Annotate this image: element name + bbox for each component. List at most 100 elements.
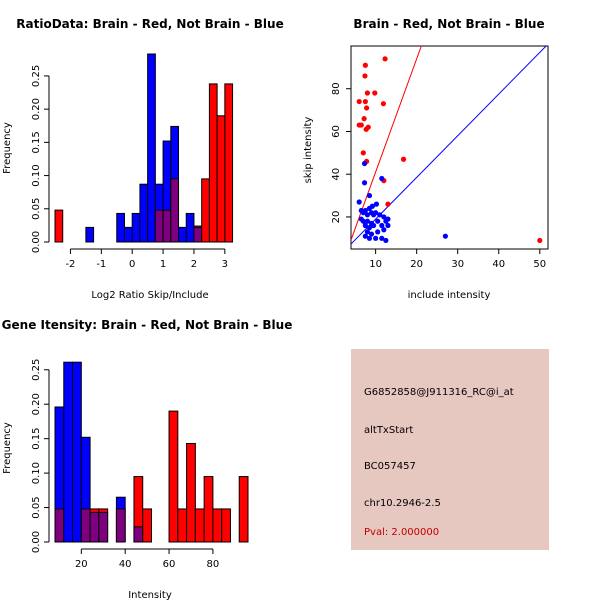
scatter-point-not-brain <box>368 231 375 237</box>
scatter-point-not-brain <box>373 210 379 216</box>
ratio-bar-not-brain <box>85 226 95 243</box>
intensity-bar-brain <box>203 476 214 543</box>
ratio-x-tick-label: 1 <box>160 259 166 270</box>
intensity-bar-overlap <box>54 508 65 543</box>
intensity-histogram-xlabel: Intensity <box>128 590 172 600</box>
ratio-y-tick-label: 0.15 <box>31 131 42 153</box>
ratio-y-tick-label: 0.25 <box>31 65 42 87</box>
intensity-x-tick-label: 40 <box>119 559 132 570</box>
scatter-x-tick-label: 50 <box>533 259 546 270</box>
scatter-point-not-brain <box>383 218 389 224</box>
scatter-y-tick-label: 40 <box>331 168 342 181</box>
scatter-x-tick-label: 20 <box>410 259 423 270</box>
scatter-point-brain <box>382 56 388 62</box>
scatter-point-brain <box>364 90 371 96</box>
scatter-plot-box <box>350 45 549 250</box>
scatter-point-not-brain <box>361 160 368 167</box>
ratio-bar-brain <box>216 115 226 243</box>
scatter-point-brain <box>372 90 378 96</box>
scatter-point-not-brain <box>361 180 368 186</box>
ratio-bar-not-brain <box>116 212 125 243</box>
intensity-y-tick-label: 0.25 <box>31 359 42 381</box>
scatter-point-not-brain <box>373 235 379 241</box>
scatter-point-brain <box>360 150 366 156</box>
intensity-bar-brain <box>177 508 188 543</box>
scatter-point-brain <box>363 126 369 132</box>
scatter-point-not-brain <box>366 205 373 211</box>
ratio-x-tick-label: -2 <box>65 259 75 270</box>
scatter-point-not-brain <box>379 175 385 182</box>
pval-text: Pval: 2.000000 <box>364 527 440 538</box>
scatter-point-brain <box>363 105 370 111</box>
intensity-bar-brain <box>186 442 196 543</box>
accession-text: BC057457 <box>364 461 416 472</box>
ratio-bar-overlap <box>193 226 203 243</box>
ratio-bar-overlap <box>170 178 180 243</box>
intensity-y-tick-label: 0.10 <box>31 462 42 484</box>
intensity-histogram-plot: 20 40 60 80 0.00 0.05 0.10 0.15 0.20 0.25 <box>31 359 249 570</box>
scatter-plot-area <box>351 46 547 245</box>
intensity-bar-brain <box>194 508 205 543</box>
intensity-x-tick-label: 20 <box>75 559 88 570</box>
ratio-y-tick-label: 0.20 <box>31 98 42 120</box>
scatter-point-not-brain <box>385 222 391 229</box>
ratio-bar-not-brain <box>178 226 187 243</box>
intensity-bar-overlap <box>89 511 100 543</box>
scatter-point-not-brain <box>362 207 368 214</box>
intensity-bar-brain <box>168 410 179 543</box>
intensity-bar-brain <box>221 508 231 543</box>
intensity-y-tick-label: 0.20 <box>31 393 42 415</box>
scatter-plot: 10 20 30 40 50 20 40 60 80 <box>331 45 549 270</box>
scatter-point-not-brain <box>360 218 366 224</box>
intensity-bar-overlap <box>133 526 144 543</box>
scatter-point-not-brain <box>370 222 377 229</box>
scatter-point-not-brain <box>379 222 385 229</box>
intensity-y-tick-label: 0.00 <box>31 531 42 553</box>
probe-id-text: G6852858@J911316_RC@i_at <box>364 387 514 398</box>
scatter-point-brain <box>385 201 391 207</box>
scatter-point-not-brain <box>383 237 389 244</box>
scatter-point-not-brain <box>364 229 371 235</box>
ratio-bar-overlap <box>154 209 164 243</box>
scatter-point-not-brain <box>375 218 381 224</box>
intensity-y-tick-label: 0.05 <box>31 496 42 518</box>
scatter-point-brain <box>380 101 387 107</box>
scatter-x-tick-label: 30 <box>451 259 464 270</box>
ratio-y-axis: 0.00 0.05 0.10 0.15 0.20 0.25 <box>31 65 50 253</box>
scatter-point-not-brain <box>377 212 383 218</box>
scatter-y-tick-label: 60 <box>331 125 342 138</box>
scatter-point-not-brain <box>442 233 448 239</box>
scatter-x-tick-label: 40 <box>492 259 505 270</box>
ratio-bar-brain <box>54 209 64 243</box>
ratio-bar-brain <box>208 83 218 243</box>
intensity-y-tick-label: 0.15 <box>31 428 42 450</box>
scatter-x-tick-label: 10 <box>369 259 382 270</box>
scatter-point-brain <box>362 62 368 68</box>
scatter-point-not-brain <box>381 214 387 220</box>
ratio-bar-not-brain <box>131 212 141 243</box>
intensity-bar-overlap <box>80 508 91 543</box>
ratio-histogram-title: RatioData: Brain - Red, Not Brain - Blue <box>16 17 283 31</box>
scatter-point-brain <box>356 98 362 105</box>
ratio-histogram-xlabel: Log2 Ratio Skip/Include <box>91 290 208 301</box>
scatter-y-tick-label: 80 <box>331 82 342 95</box>
scatter-point-not-brain <box>366 192 373 199</box>
scatter-point-brain <box>537 237 543 244</box>
ratio-y-tick-label: 0.05 <box>31 198 42 220</box>
ratio-bar-overlap <box>162 209 172 243</box>
ratio-x-tick-label: 3 <box>222 259 228 270</box>
scatter-point-not-brain <box>366 235 373 241</box>
ratio-x-tick-label: 2 <box>191 259 197 270</box>
ratio-bar-not-brain <box>139 183 149 243</box>
intensity-bar-not-brain <box>63 361 74 543</box>
ratio-histogram-ylabel: Frequency <box>2 122 13 174</box>
scatter-point-not-brain <box>362 233 368 239</box>
scatter-point-brain <box>362 73 368 79</box>
scatter-point-brain <box>400 156 407 162</box>
scatter-x-axis: 10 20 30 40 50 <box>369 249 546 270</box>
scatter-brain-fit-line <box>351 46 422 241</box>
ratio-histogram-plot: -2 -1 0 1 2 3 0.00 0.05 0.10 0.15 0.20 0.25 <box>31 53 234 270</box>
ratio-bar-not-brain <box>185 212 195 243</box>
intensity-bar-brain <box>142 508 153 543</box>
